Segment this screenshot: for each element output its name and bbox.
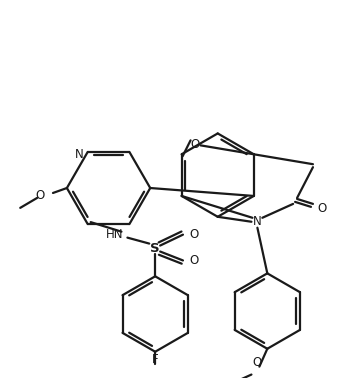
Text: O: O <box>190 138 199 151</box>
Text: N: N <box>75 148 84 161</box>
Text: HN: HN <box>106 228 123 241</box>
Text: O: O <box>189 228 198 241</box>
Text: S: S <box>150 242 160 255</box>
Text: O: O <box>36 190 45 202</box>
Text: F: F <box>152 352 159 366</box>
Text: O: O <box>317 202 326 215</box>
Text: O: O <box>189 254 198 267</box>
Text: O: O <box>253 356 262 369</box>
Text: N: N <box>253 215 262 228</box>
